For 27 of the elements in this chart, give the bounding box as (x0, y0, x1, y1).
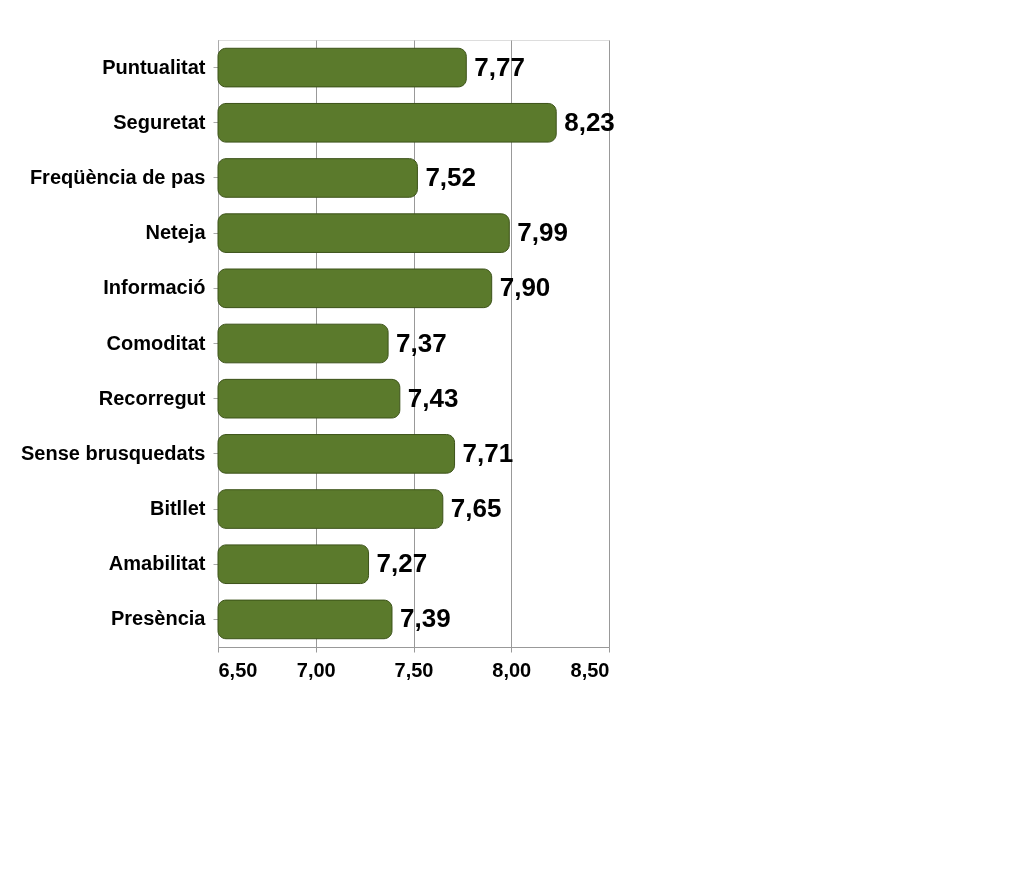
y-tick-label: Recorregut (98, 386, 206, 409)
data-label: 7,90 (499, 272, 551, 303)
data-label: 7,77 (474, 51, 525, 82)
y-tick-label: Freqüència de pas (29, 165, 206, 188)
x-tick-label: 8,00 (492, 658, 532, 681)
data-label: 7,99 (517, 217, 568, 248)
data-label: 8,23 (564, 106, 615, 137)
x-tick-label: 6,50 (218, 658, 258, 681)
data-label: 7,37 (396, 327, 447, 358)
y-tick-label: Comoditat (106, 331, 206, 354)
data-label: 7,43 (407, 382, 459, 413)
data-label: 7,71 (462, 437, 514, 468)
y-tick-label: Seguretat (113, 110, 206, 133)
y-tick-label: Bitllet (149, 497, 206, 520)
data-label: 7,65 (450, 493, 502, 524)
data-label: 7,27 (376, 548, 428, 579)
y-tick-label: Puntualitat (102, 55, 206, 78)
y-tick-label: Neteja (145, 221, 207, 244)
x-tick-label: 7,00 (296, 658, 336, 681)
y-tick-label: Presència (110, 607, 207, 630)
x-tick-label: 8,50 (570, 658, 610, 681)
x-tick-label: 7,50 (394, 658, 434, 681)
y-tick-label: Amabilitat (108, 552, 206, 575)
data-label: 7,52 (425, 161, 477, 192)
y-tick-label: Sense brusquedats (20, 441, 206, 464)
y-tick-label: Informació (103, 276, 206, 299)
data-label: 7,39 (399, 603, 451, 634)
